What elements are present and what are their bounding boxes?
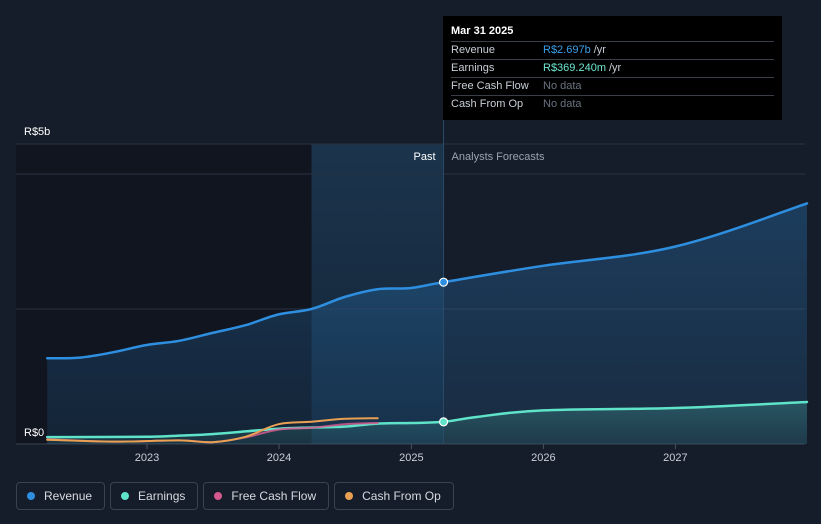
- tooltip-value: R$2.697b: [543, 44, 591, 56]
- chart-legend: Revenue Earnings Free Cash Flow Cash Fro…: [16, 482, 454, 510]
- x-tick-label: 2026: [531, 452, 555, 464]
- x-tick-label: 2023: [135, 452, 159, 464]
- past-label: Past: [414, 151, 436, 163]
- tooltip-unit: /yr: [593, 44, 606, 56]
- tooltip-label: Earnings: [451, 62, 495, 74]
- tooltip-row-earnings: Earnings R$369.240m /yr: [451, 59, 774, 77]
- tooltip-row-revenue: Revenue R$2.697b /yr: [451, 41, 774, 59]
- revenue-marker: [438, 277, 449, 287]
- tooltip-row-cash-from-op: Cash From Op No data: [451, 95, 774, 113]
- cash-from-op-line: [46, 417, 379, 444]
- tooltip-label: Revenue: [451, 44, 496, 56]
- tooltip-label: Cash From Op: [451, 98, 524, 110]
- series-markers: [438, 277, 449, 427]
- data-tooltip: Mar 31 2025 Revenue R$2.697b /yr Earning…: [443, 16, 782, 120]
- legend-dot-revenue: [27, 492, 35, 500]
- revenue-area: [47, 203, 807, 444]
- tooltip-row-free-cash-flow: Free Cash Flow No data: [451, 77, 774, 95]
- revenue-line: [45, 202, 809, 360]
- legend-label: Cash From Op: [362, 489, 441, 503]
- y-axis-bottom-label: R$0: [24, 427, 44, 439]
- tooltip-date: Mar 31 2025: [451, 25, 514, 37]
- legend-label: Free Cash Flow: [231, 489, 317, 503]
- x-tick-label: 2027: [663, 452, 687, 464]
- y-axis-top-label: R$5b: [24, 126, 50, 138]
- legend-dot-cash-from-op: [345, 492, 354, 500]
- earnings-line: [45, 400, 809, 439]
- legend-dot-free-cash-flow: [214, 492, 223, 500]
- forecast-label: Analysts Forecasts: [452, 151, 545, 163]
- x-axis-ticks: 2023 2024 2025 2026 2027: [135, 444, 688, 464]
- legend-item-revenue[interactable]: Revenue: [16, 482, 106, 510]
- tooltip-value: No data: [543, 80, 582, 92]
- legend-item-cash-from-op[interactable]: Cash From Op: [334, 482, 454, 510]
- legend-dot-earnings: [121, 492, 130, 500]
- legend-item-earnings[interactable]: Earnings: [110, 482, 199, 510]
- x-tick-label: 2024: [267, 452, 291, 464]
- tooltip-value: No data: [543, 98, 582, 110]
- earnings-marker: [438, 417, 449, 427]
- tooltip-unit: /yr: [609, 62, 622, 74]
- legend-label: Revenue: [44, 489, 93, 503]
- x-tick-label: 2025: [399, 452, 423, 464]
- legend-item-free-cash-flow[interactable]: Free Cash Flow: [203, 482, 330, 510]
- tooltip-label: Free Cash Flow: [451, 80, 529, 92]
- tooltip-value: R$369.240m: [543, 62, 606, 74]
- series-lines: [45, 202, 809, 444]
- legend-label: Earnings: [138, 489, 186, 503]
